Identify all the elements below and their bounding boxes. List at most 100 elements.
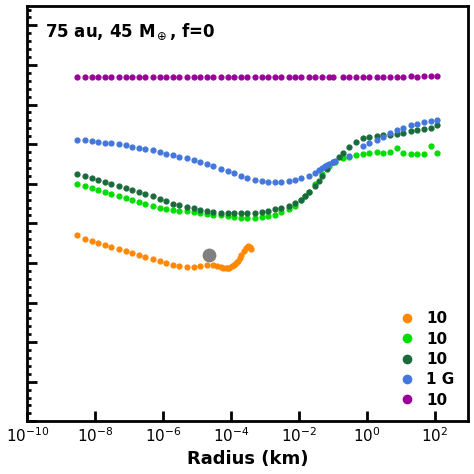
Point bbox=[237, 173, 245, 180]
Point bbox=[196, 159, 203, 166]
Point bbox=[413, 151, 420, 158]
Point bbox=[433, 72, 441, 80]
Point bbox=[298, 73, 305, 81]
Point bbox=[345, 152, 353, 160]
Point bbox=[387, 129, 394, 137]
Point bbox=[326, 162, 333, 170]
Point bbox=[224, 212, 231, 220]
Point bbox=[156, 257, 164, 265]
Point bbox=[277, 204, 285, 212]
Point bbox=[285, 178, 292, 185]
Point bbox=[224, 73, 231, 81]
Point bbox=[73, 180, 81, 188]
Point bbox=[373, 137, 381, 144]
Point bbox=[94, 176, 101, 183]
Point bbox=[258, 177, 265, 185]
Point bbox=[319, 172, 326, 180]
Point bbox=[433, 117, 441, 124]
Point bbox=[101, 188, 109, 195]
Point bbox=[128, 186, 136, 193]
Point bbox=[373, 148, 381, 156]
Point bbox=[332, 158, 339, 166]
Point bbox=[379, 149, 387, 156]
Point bbox=[217, 211, 225, 219]
Point bbox=[88, 174, 96, 182]
Point bbox=[251, 176, 258, 183]
Point bbox=[247, 245, 255, 253]
Point bbox=[400, 149, 407, 156]
Point bbox=[115, 73, 123, 81]
Point bbox=[271, 73, 279, 81]
Point bbox=[162, 73, 170, 81]
Point bbox=[326, 160, 333, 168]
Point bbox=[428, 72, 435, 80]
Point bbox=[169, 151, 177, 159]
Point bbox=[292, 199, 299, 207]
Point bbox=[292, 176, 299, 184]
Point bbox=[292, 202, 299, 210]
Point bbox=[393, 73, 401, 81]
Point bbox=[149, 255, 156, 263]
Point bbox=[413, 120, 420, 128]
Point bbox=[264, 212, 271, 220]
Point bbox=[285, 73, 292, 81]
Point bbox=[196, 206, 203, 214]
Point bbox=[311, 180, 319, 188]
Point bbox=[136, 188, 143, 195]
Point bbox=[88, 73, 96, 81]
Point bbox=[169, 206, 177, 214]
Point bbox=[122, 194, 129, 201]
Point bbox=[115, 140, 123, 148]
Point bbox=[230, 170, 237, 177]
Point bbox=[326, 73, 333, 81]
Point bbox=[141, 73, 149, 81]
Point bbox=[169, 261, 177, 268]
Point bbox=[232, 259, 240, 267]
Point bbox=[373, 73, 381, 81]
Point bbox=[175, 153, 183, 161]
Point bbox=[319, 164, 326, 172]
Point bbox=[271, 206, 279, 213]
Point bbox=[407, 72, 415, 80]
Point bbox=[400, 73, 407, 81]
Point bbox=[393, 144, 401, 152]
Point bbox=[183, 155, 191, 162]
Point bbox=[141, 253, 149, 261]
Point bbox=[88, 137, 96, 145]
Point bbox=[400, 124, 407, 131]
Point bbox=[271, 178, 279, 186]
Point bbox=[236, 255, 243, 262]
Point bbox=[251, 73, 258, 81]
Point bbox=[387, 73, 394, 81]
Point bbox=[237, 73, 245, 81]
Point bbox=[162, 205, 170, 212]
Point bbox=[319, 73, 326, 81]
Point bbox=[128, 249, 136, 257]
Point bbox=[428, 124, 435, 131]
Point bbox=[360, 142, 367, 150]
X-axis label: Radius (km): Radius (km) bbox=[187, 450, 309, 468]
Point bbox=[183, 263, 191, 271]
Point bbox=[81, 236, 89, 243]
Point bbox=[428, 142, 435, 150]
Point bbox=[243, 214, 251, 222]
Point bbox=[122, 73, 129, 81]
Point bbox=[292, 73, 299, 81]
Point bbox=[169, 200, 177, 207]
Point bbox=[128, 143, 136, 150]
Point bbox=[228, 262, 236, 270]
Point bbox=[156, 148, 164, 156]
Point bbox=[203, 262, 211, 269]
Point bbox=[353, 151, 360, 159]
Point bbox=[81, 172, 89, 180]
Point bbox=[175, 207, 183, 214]
Point bbox=[190, 263, 198, 271]
Point bbox=[420, 150, 428, 157]
Point bbox=[246, 243, 254, 251]
Point bbox=[162, 150, 170, 157]
Point bbox=[353, 138, 360, 146]
Point bbox=[222, 264, 229, 272]
Point bbox=[360, 135, 367, 142]
Point bbox=[141, 190, 149, 198]
Point bbox=[203, 210, 211, 218]
